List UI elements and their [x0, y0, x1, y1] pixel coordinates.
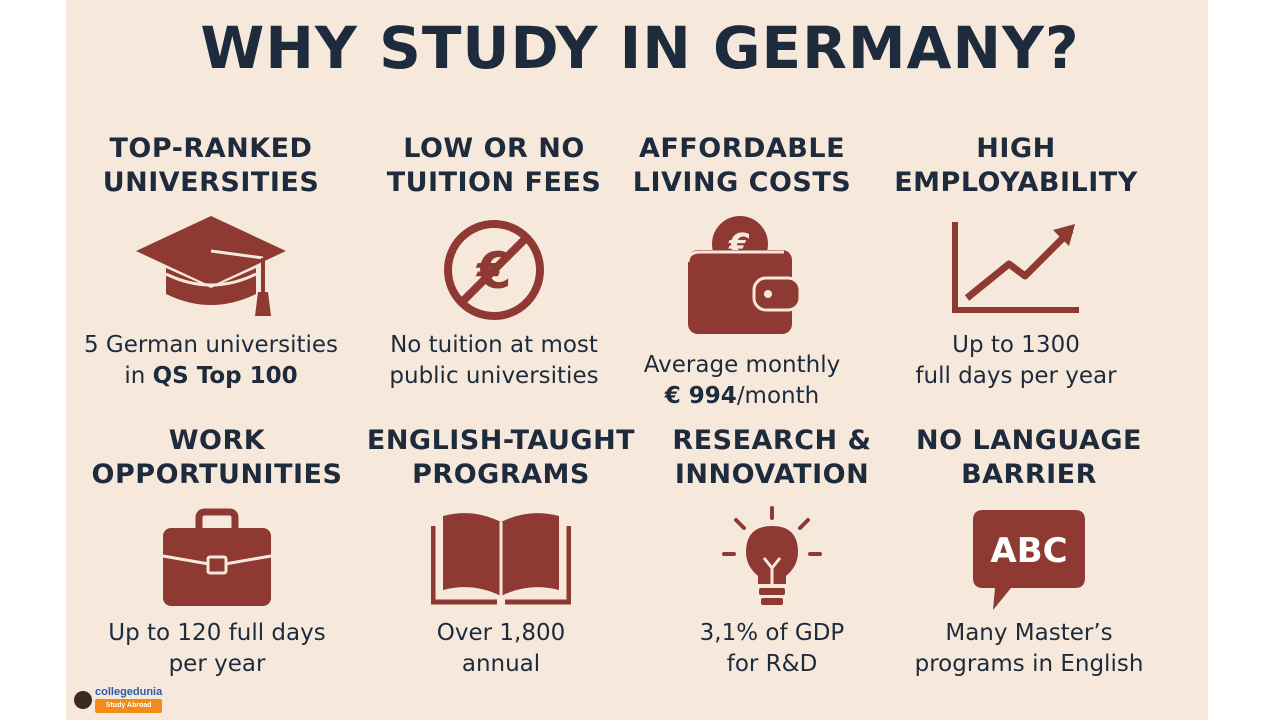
card-english-taught-programs: ENGLISH-TAUGHT PROGRAMS Over 1,800 annua… — [361, 424, 641, 677]
heading-line: AFFORDABLE — [638, 133, 846, 164]
card-description-line: Many Master’s — [945, 620, 1113, 646]
card-heading: ENGLISH-TAUGHT PROGRAMS — [361, 424, 641, 492]
no-euro-icon: € — [354, 218, 634, 322]
card-description-line: Over 1,800 — [436, 620, 566, 646]
heading-line: TOP-RANKED — [109, 133, 313, 164]
heading-line: LIVING COSTS — [632, 167, 852, 198]
card-high-employability: HIGH EMPLOYABILITY Up to 1300 full days … — [876, 132, 1156, 389]
heading-line: OPPORTUNITIES — [91, 459, 343, 490]
card-heading: TOP-RANKED UNIVERSITIES — [71, 132, 351, 200]
abc-text: ABC — [990, 531, 1067, 571]
card-affordable-living-costs: AFFORDABLE LIVING COSTS € Average monthl… — [602, 132, 882, 409]
card-heading: NO LANGUAGE BARRIER — [889, 424, 1169, 492]
card-heading: AFFORDABLE LIVING COSTS — [602, 132, 882, 200]
card-description-line: Average monthly — [643, 352, 841, 378]
card-work-opportunities: WORK OPPORTUNITIES Up to 120 full days p… — [77, 424, 357, 677]
card-description-line: Up to 1300 — [952, 332, 1080, 358]
heading-line: BARRIER — [961, 459, 1097, 490]
logo-tagline: Study Abroad — [95, 699, 163, 713]
heading-line: RESEARCH & — [672, 425, 872, 456]
card-description-line: € 994/month — [664, 383, 820, 409]
lightbulb-icon — [632, 506, 912, 614]
heading-line: UNIVERSITIES — [102, 167, 320, 198]
card-description-line: public universities — [389, 363, 599, 389]
wallet-euro-icon: € — [602, 214, 882, 336]
card-low-tuition-fees: LOW OR NO TUITION FEES € No tuition at m… — [354, 132, 634, 389]
card-description-line: 3,1% of GDP — [699, 620, 845, 646]
heading-line: TUITION FEES — [386, 167, 602, 198]
collegedunia-logo[interactable]: collegedunia Study Abroad — [74, 686, 163, 713]
card-description-line: annual — [461, 651, 541, 677]
speech-bubble-abc-icon: ABC — [889, 508, 1169, 612]
briefcase-icon — [77, 508, 357, 608]
heading-line: EMPLOYABILITY — [894, 167, 1138, 198]
card-heading: WORK OPPORTUNITIES — [77, 424, 357, 492]
card-research-innovation: RESEARCH & INNOVATION 3,1% of GDP for R&… — [632, 424, 912, 677]
svg-text:€: € — [476, 242, 512, 300]
card-heading: LOW OR NO TUITION FEES — [354, 132, 634, 200]
logo-name: collegedunia — [95, 686, 163, 698]
graduation-cap-icon — [71, 216, 351, 316]
card-heading: RESEARCH & INNOVATION — [632, 424, 912, 492]
heading-line: LOW OR NO — [403, 133, 585, 164]
card-heading: HIGH EMPLOYABILITY — [876, 132, 1156, 200]
card-description-line: in QS Top 100 — [124, 363, 298, 389]
card-description-line: per year — [168, 651, 266, 677]
growth-chart-icon — [876, 220, 1156, 316]
heading-line: PROGRAMS — [412, 459, 590, 490]
heading-line: NO LANGUAGE — [916, 425, 1142, 456]
card-top-ranked-universities: TOP-RANKED UNIVERSITIES 5 German univers… — [71, 132, 351, 389]
card-description-line: Up to 120 full days — [108, 620, 326, 646]
heading-line: WORK — [168, 425, 266, 456]
card-description-line: No tuition at most — [390, 332, 598, 358]
logo-text: collegedunia Study Abroad — [95, 686, 163, 713]
card-description-line: for R&D — [726, 651, 818, 677]
card-no-language-barrier: NO LANGUAGE BARRIER ABC Many Master’s pr… — [889, 424, 1169, 677]
heading-line: ENGLISH-TAUGHT — [366, 425, 636, 456]
page-title: WHY STUDY IN GERMANY? — [200, 14, 1080, 82]
book-icon — [361, 510, 641, 606]
heading-line: INNOVATION — [674, 459, 870, 490]
card-description-line: 5 German universities — [83, 332, 339, 358]
card-description-line: programs in English — [914, 651, 1144, 677]
heading-line: HIGH — [976, 133, 1056, 164]
logo-mascot-icon — [74, 690, 92, 709]
card-description-line: full days per year — [915, 363, 1117, 389]
